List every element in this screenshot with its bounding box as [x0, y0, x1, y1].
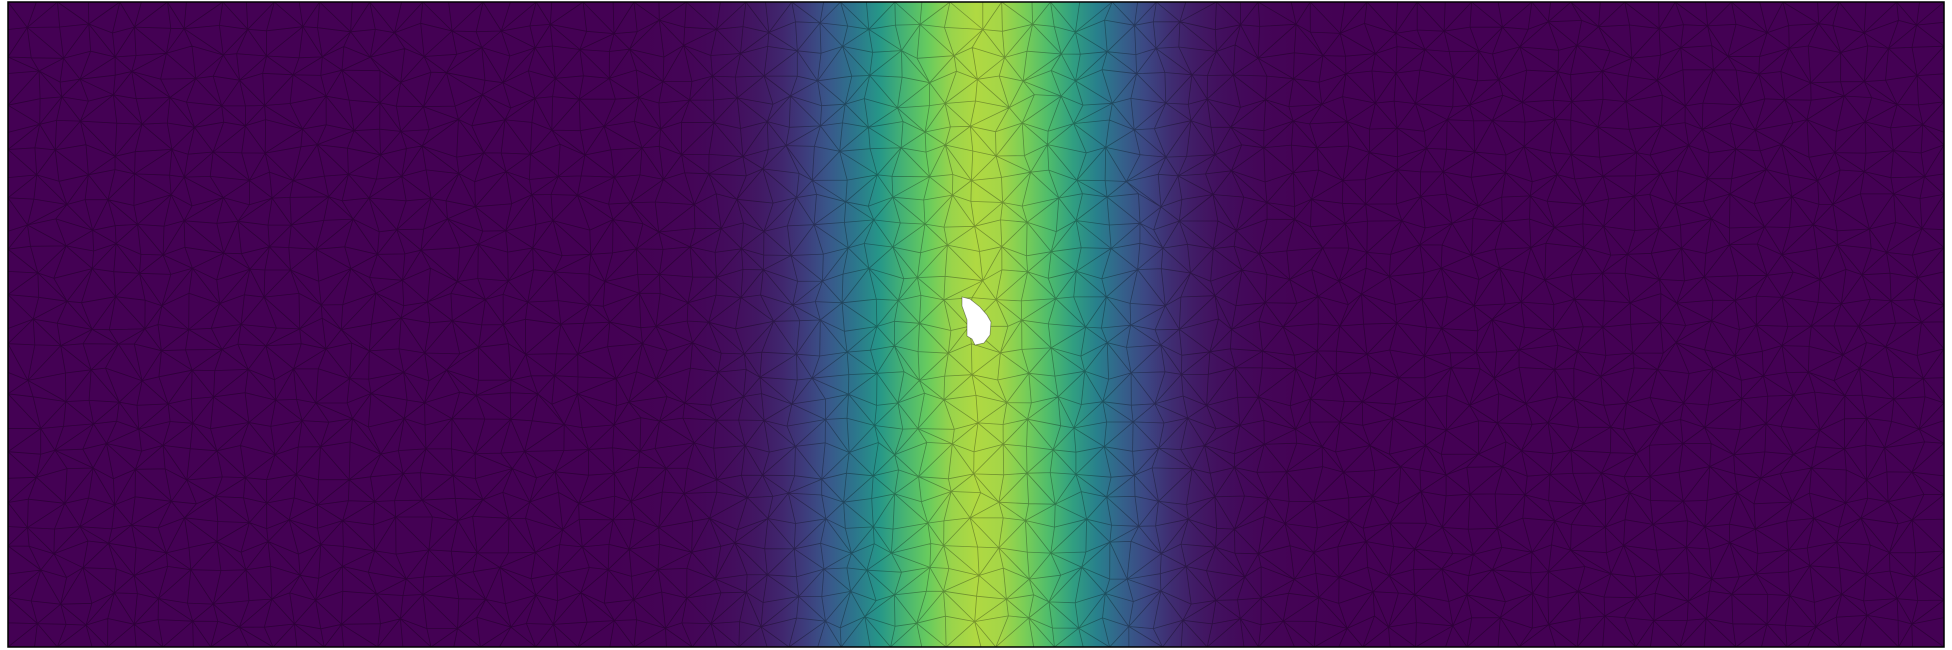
- domain-border: [7, 1, 1945, 648]
- mesh-hole: [961, 296, 992, 346]
